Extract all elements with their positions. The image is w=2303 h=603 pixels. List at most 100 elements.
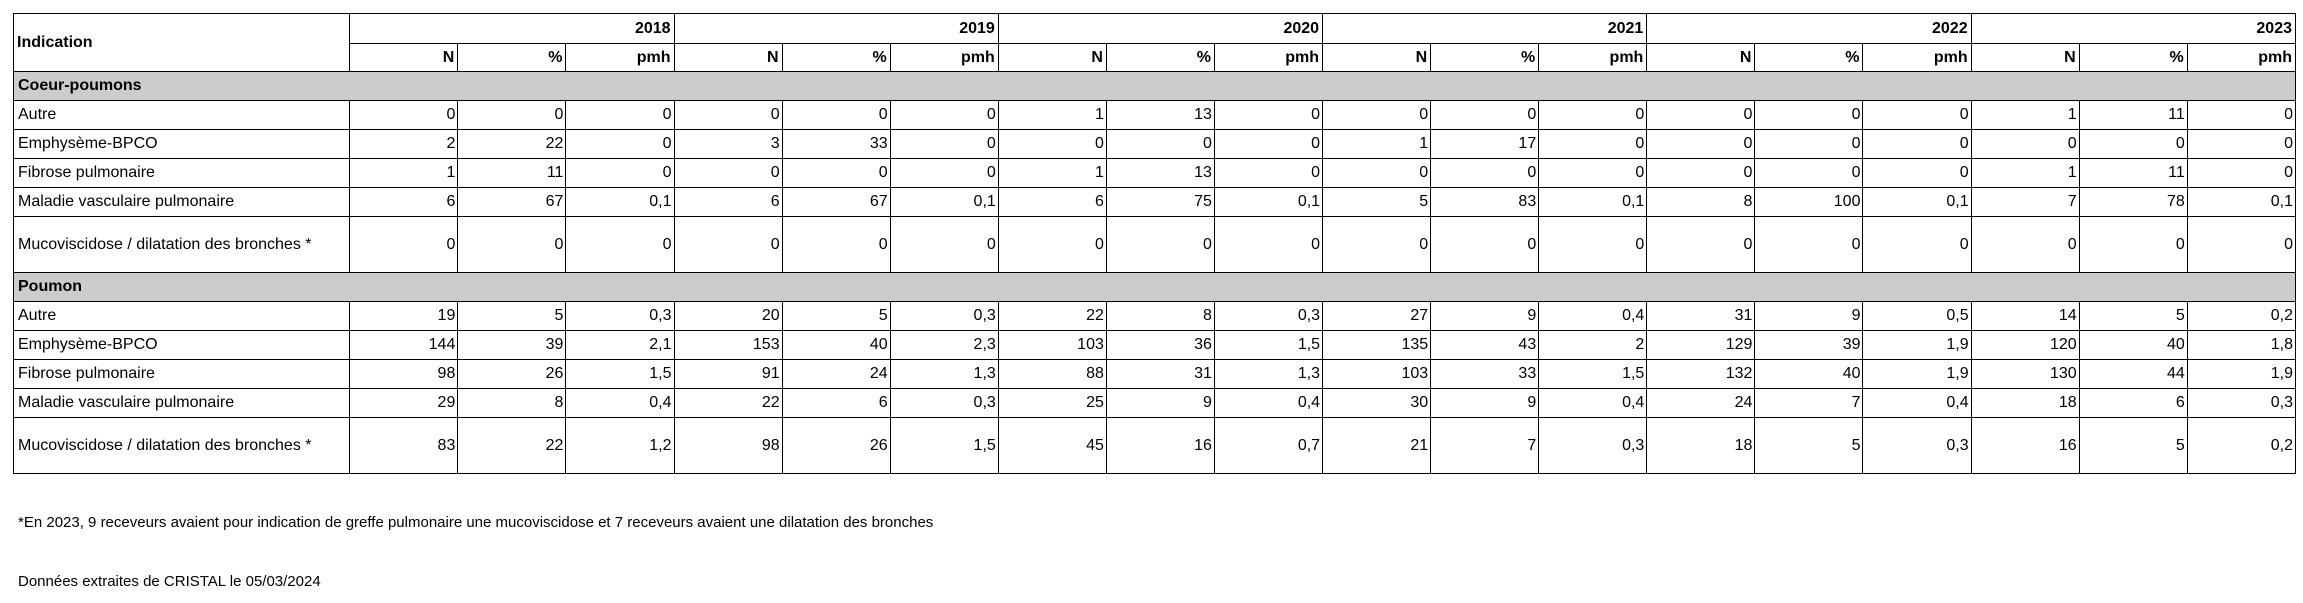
table-cell: 91 [673,359,783,389]
table-cell: 1,9 [2186,359,2297,389]
table-cell: 16 [1970,417,2080,474]
table-cell: 83 [1430,187,1540,217]
table-cell: 31 [1105,359,1215,389]
section-title: Poumon [13,272,2296,302]
table-cell: 0 [565,216,675,273]
column-subheader: pmh [565,43,675,72]
table-cell: 44 [2078,359,2188,389]
row-label: Maladie vasculaire pulmonaire [12,187,351,217]
table-cell: 0,3 [1862,417,1972,474]
table-body: Coeur-poumons Autre 0 0 0 0 0 0 1 13 0 0 0 0 0 0 0 1 11 0 Em… [12,71,2297,474]
column-subheader: N [1322,43,1432,72]
table-cell: 0,4 [1862,388,1972,418]
table-cell: 45 [997,417,1107,474]
table-cell: 1 [1322,129,1432,159]
table-cell: 40 [781,330,891,360]
table-cell: 130 [1970,359,2080,389]
table-row: Fibrose pulmonaire 98 26 1,5 91 24 1,3 88 31 1,3 1… [12,359,2297,389]
table-cell: 1 [349,158,459,188]
table-cell: 17 [1430,129,1540,159]
table-cell: 43 [1430,330,1540,360]
table-cell: 27 [1322,301,1432,331]
table-cell: 2 [349,129,459,159]
row-label: Mucoviscidose / dilatation des bronches … [12,417,351,474]
table-cell: 1,9 [1862,330,1972,360]
table-cell: 18 [1646,417,1756,474]
table-cell: 22 [673,388,783,418]
table-cell: 21 [1322,417,1432,474]
table-cell: 0 [1970,129,2080,159]
table-cell: 0,4 [1213,388,1324,418]
table-cell: 0 [889,100,999,130]
table-cell: 0,3 [2186,388,2297,418]
table-cell: 13 [1105,100,1215,130]
table-cell: 0 [1646,100,1756,130]
table-cell: 0,2 [2186,417,2297,474]
table-cell: 6 [781,388,891,418]
table-cell: 0 [457,216,567,273]
table-cell: 11 [457,158,567,188]
table-cell: 7 [1430,417,1540,474]
table-row: Fibrose pulmonaire 1 11 0 0 0 0 1 13 0 0 0 0 0 0 0 1 11 0 [12,158,2297,188]
table-cell: 18 [1970,388,2080,418]
table-cell: 1,2 [565,417,675,474]
indication-header: Indication [12,13,351,72]
table-cell: 0 [781,216,891,273]
table-cell: 0 [781,158,891,188]
table-cell: 8 [1105,301,1215,331]
table-cell: 0 [1862,100,1972,130]
table-cell: 11 [2078,158,2188,188]
table-cell: 5 [457,301,567,331]
table-cell: 2 [1538,330,1648,360]
table-cell: 0 [1646,216,1756,273]
table-cell: 0,4 [1538,301,1648,331]
column-subheader: % [457,43,567,72]
table-cell: 1,5 [1538,359,1648,389]
year-header: 2022 [1646,13,1972,44]
table-cell: 0,4 [565,388,675,418]
table-cell: 19 [349,301,459,331]
table-cell: 0 [1754,158,1864,188]
table-cell: 39 [457,330,567,360]
column-subheader: % [781,43,891,72]
table-cell: 0 [1862,129,1972,159]
table-cell: 103 [1322,359,1432,389]
table-cell: 24 [1646,388,1756,418]
table-cell: 0,4 [1538,388,1648,418]
table-cell: 88 [997,359,1107,389]
row-label: Autre [12,100,351,130]
table-cell: 98 [349,359,459,389]
table-cell: 0 [1105,129,1215,159]
table-cell: 0 [1538,158,1648,188]
table-cell: 0 [1754,129,1864,159]
data-source: Données extraites de CRISTAL le 05/03/20… [18,573,321,590]
row-label: Fibrose pulmonaire [12,359,351,389]
table-cell: 0 [997,216,1107,273]
column-subheader: N [673,43,783,72]
table-row: Maladie vasculaire pulmonaire 29 8 0,4 22 6 0,… [12,388,2297,418]
row-label: Emphysème-BPCO [12,129,351,159]
table-cell: 100 [1754,187,1864,217]
table-cell: 0 [1862,216,1972,273]
section-title: Coeur-poumons [13,71,2296,101]
table-cell: 0 [2186,100,2297,130]
table-cell: 40 [1754,359,1864,389]
table-cell: 5 [1754,417,1864,474]
table-cell: 0 [565,100,675,130]
table-row: Maladie vasculaire pulmonaire 6 67 0,1 6 67 0,… [12,187,2297,217]
table-cell: 0,1 [1862,187,1972,217]
section-row: Coeur-poumons [13,71,2296,101]
table-cell: 1 [1970,100,2080,130]
table-cell: 0 [2186,216,2297,273]
table-cell: 0 [2186,129,2297,159]
table-cell: 33 [781,129,891,159]
table-cell: 103 [997,330,1107,360]
column-subheader: pmh [889,43,999,72]
table-row: Autre 0 0 0 0 0 0 1 13 0 0 0 0 0 0 0 1 11 0 [12,100,2297,130]
year-header: 2023 [1970,13,2297,44]
table-cell: 16 [1105,417,1215,474]
table-cell: 0,3 [889,301,999,331]
table-cell: 98 [673,417,783,474]
row-label: Emphysème-BPCO [12,330,351,360]
table-cell: 1 [997,158,1107,188]
